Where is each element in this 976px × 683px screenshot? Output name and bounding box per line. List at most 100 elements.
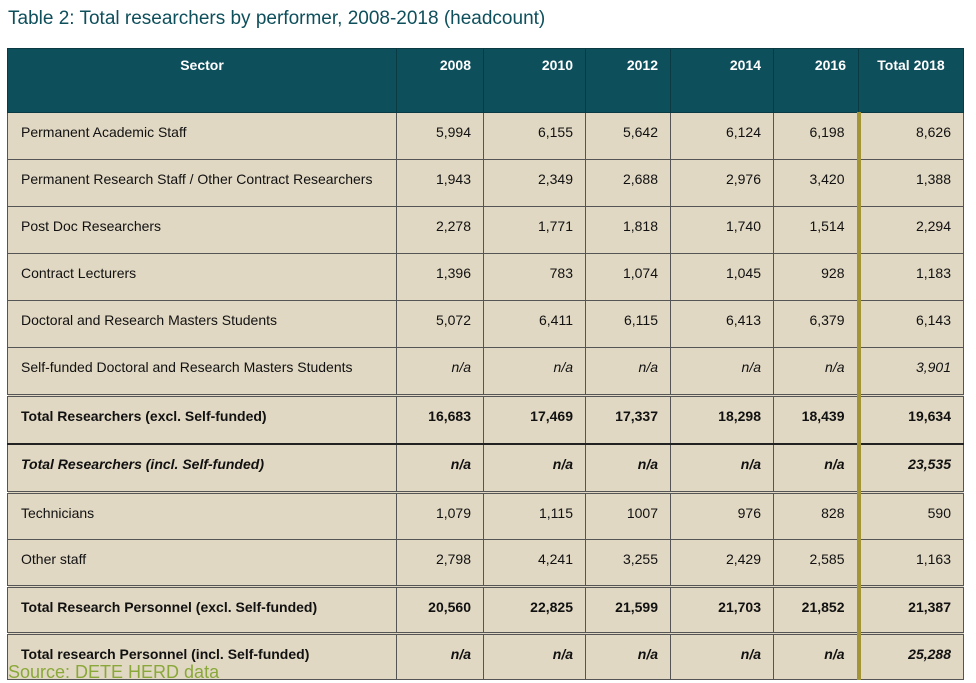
table-cell: 1,943 [396,159,484,207]
table-row: Technicians 1,079 1,115 1007 976 828 590 [7,491,964,540]
table-cell: 1,163 [856,539,964,587]
table-cell: 3,901 [856,347,964,396]
table-cell: n/a [483,347,586,396]
table-cell: 6,413 [670,300,774,348]
table-cell: 1,079 [396,491,484,540]
table-cell: 1,045 [670,253,774,301]
table-cell: n/a [396,632,484,680]
table-cell: 1,740 [670,206,774,254]
column-header-2010: 2010 [483,48,586,113]
row-label: Permanent Academic Staff [7,112,397,160]
table-cell: 25,288 [856,632,964,680]
table-cell: 2,429 [670,539,774,587]
table-cell: n/a [585,632,671,680]
table-cell: 6,143 [856,300,964,348]
table-cell: 2,688 [585,159,671,207]
table-cell: 2,278 [396,206,484,254]
column-header-2008: 2008 [396,48,484,113]
table-row: Post Doc Researchers 2,278 1,771 1,818 1,740… [7,206,964,254]
table-cell: 18,439 [773,394,859,445]
table-cell: n/a [773,443,859,493]
table-row: Total Researchers (excl. Self-funded) 16,… [7,394,964,445]
table-cell: 6,115 [585,300,671,348]
table-row: Total Researchers (incl. Self-funded) n/a… [7,443,964,493]
table-cell: 3,420 [773,159,859,207]
table-cell: 23,535 [856,443,964,493]
table-cell: 6,155 [483,112,586,160]
table-cell: 976 [670,491,774,540]
row-label: Contract Lecturers [7,253,397,301]
table-title: Table 2: Total researchers by performer,… [8,8,546,29]
row-label: Total Researchers (excl. Self-funded) [7,394,397,445]
row-label: Doctoral and Research Masters Students [7,300,397,348]
table-cell: 6,379 [773,300,859,348]
table-cell: 21,852 [773,585,859,634]
table-cell: 1007 [585,491,671,540]
table-cell: n/a [670,347,774,396]
row-label: Other staff [7,539,397,587]
table-cell: 6,124 [670,112,774,160]
table-cell: 17,469 [483,394,586,445]
table-cell: 8,626 [856,112,964,160]
table-cell: 590 [856,491,964,540]
table-cell: 2,349 [483,159,586,207]
table-cell: n/a [396,443,484,493]
table-cell: 4,241 [483,539,586,587]
table-cell: 6,411 [483,300,586,348]
table-row: Permanent Research Staff / Other Contrac… [7,159,964,207]
row-label: Total Researchers (incl. Self-funded) [7,443,397,493]
column-header-2014: 2014 [670,48,774,113]
table-cell: 2,585 [773,539,859,587]
table-cell: 6,198 [773,112,859,160]
table-cell: 1,074 [585,253,671,301]
source-note: Source: DETE HERD data [8,662,220,682]
table-cell: 3,255 [585,539,671,587]
row-label: Technicians [7,491,397,540]
table-cell: 1,396 [396,253,484,301]
table-cell: 22,825 [483,585,586,634]
table-cell: n/a [396,347,484,396]
table-row: Doctoral and Research Masters Students 5,… [7,300,964,348]
table-cell: 783 [483,253,586,301]
table-cell: 928 [773,253,859,301]
table-row: Total research Personnel (incl. Self-fun… [7,632,964,680]
table-cell: 5,994 [396,112,484,160]
table-cell: 1,115 [483,491,586,540]
table-cell: 2,294 [856,206,964,254]
table-cell: 19,634 [856,394,964,445]
table-cell: 828 [773,491,859,540]
table-cell: n/a [483,443,586,493]
table-cell: 1,771 [483,206,586,254]
column-header-total-2018: Total 2018 [858,48,964,113]
table-cell: 21,703 [670,585,774,634]
table-cell: n/a [670,632,774,680]
column-header-2016: 2016 [773,48,859,113]
table-cell: 16,683 [396,394,484,445]
table-cell: 2,798 [396,539,484,587]
table-cell: 2,976 [670,159,774,207]
row-label: Total Research Personnel (excl. Self-fun… [7,585,397,634]
table-cell: n/a [585,347,671,396]
table-header-row: Sector 2008 2010 2012 2014 2016 Total 20… [7,48,964,113]
table-cell: n/a [773,347,859,396]
table-cell: 5,642 [585,112,671,160]
table-cell: 20,560 [396,585,484,634]
table-cell: 1,818 [585,206,671,254]
table-row: Self-funded Doctoral and Research Master… [7,347,964,396]
row-label: Post Doc Researchers [7,206,397,254]
table-cell: 1,388 [856,159,964,207]
row-label: Total research Personnel (incl. Self-fun… [7,632,397,680]
table-row: Other staff 2,798 4,241 3,255 2,429 2,585 1,16… [7,539,964,587]
table-row: Contract Lecturers 1,396 783 1,074 1,045 928 1… [7,253,964,301]
table-cell: 5,072 [396,300,484,348]
table-cell: n/a [773,632,859,680]
table-cell: 18,298 [670,394,774,445]
table-cell: n/a [483,632,586,680]
table-cell: 17,337 [585,394,671,445]
table-cell: n/a [670,443,774,493]
column-header-2012: 2012 [585,48,671,113]
table-cell: 1,183 [856,253,964,301]
researchers-table: Sector 2008 2010 2012 2014 2016 Total 20… [7,48,964,680]
table-cell: 21,599 [585,585,671,634]
column-header-sector: Sector [7,48,397,113]
